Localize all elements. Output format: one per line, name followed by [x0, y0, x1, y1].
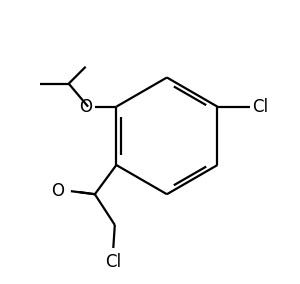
- Text: O: O: [51, 182, 64, 200]
- Text: Cl: Cl: [105, 252, 121, 271]
- Text: Cl: Cl: [252, 98, 268, 116]
- Text: O: O: [79, 98, 92, 116]
